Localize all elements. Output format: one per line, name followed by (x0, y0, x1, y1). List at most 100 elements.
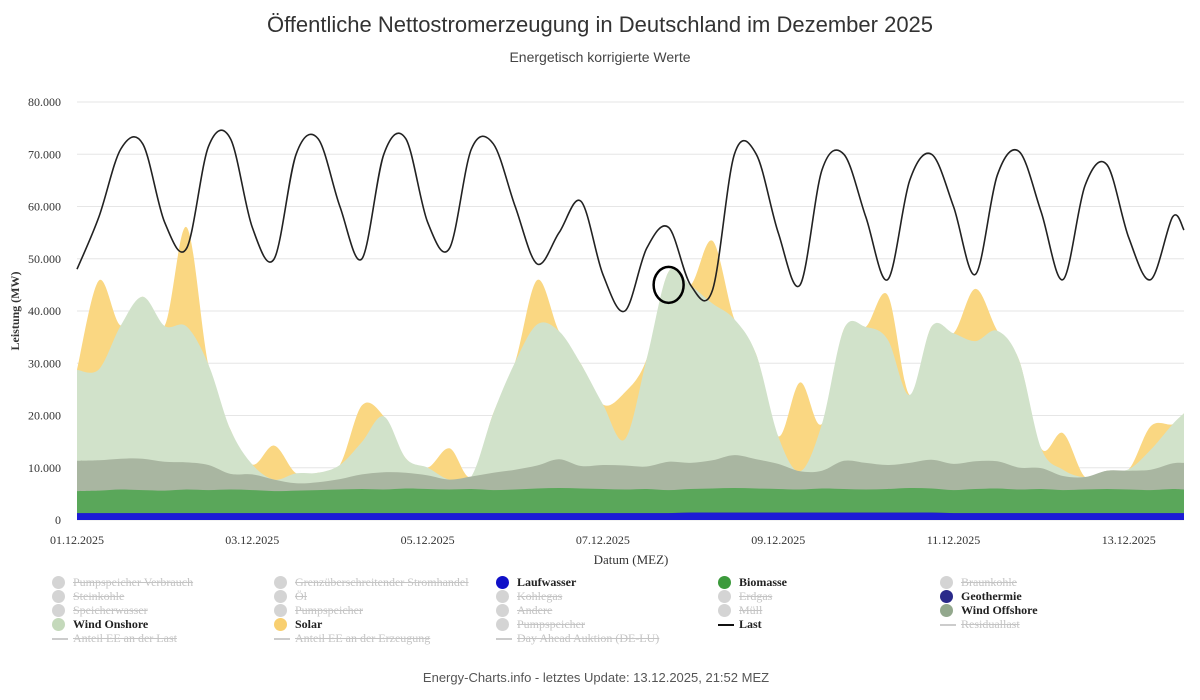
legend-item[interactable]: Grenzüberschreitender Stromhandel (274, 575, 469, 589)
legend-label: Laufwasser (517, 574, 577, 589)
legend-dot-icon (52, 589, 65, 603)
y-tick-label: 80.000 (28, 95, 61, 109)
legend-label: Wind Onshore (73, 617, 149, 632)
legend-label: Pumpspeicher Verbrauch (73, 574, 194, 589)
legend-item[interactable]: Erdgas (718, 589, 772, 603)
legend-dot-icon (274, 575, 287, 589)
legend-item[interactable]: Anteil EE an der Erzeugung (274, 631, 431, 646)
highlight-circle (652, 265, 685, 305)
x-tick-label: 03.12.2025 (225, 533, 279, 547)
stacked-areas (77, 226, 1184, 520)
footer-update-text: Energy-Charts.info - letztes Update: 13.… (422, 670, 770, 685)
legend-label: Wind Offshore (961, 602, 1038, 617)
legend-dot-icon (718, 589, 731, 603)
y-tick-label: 50.000 (28, 252, 61, 266)
legend-dot-icon (274, 603, 287, 617)
legend-label: Anteil EE an der Last (73, 631, 177, 646)
legend-item[interactable]: Day Ahead Auktion (DE-LU) (496, 631, 660, 646)
legend-label: Andere (517, 602, 553, 617)
legend-line-icon (496, 637, 512, 640)
y-tick-label: 40.000 (28, 304, 61, 318)
legend-item[interactable]: Steinkohle (52, 589, 124, 603)
area-biomasse[interactable] (77, 487, 1184, 520)
area-laufwasser[interactable] (77, 512, 1184, 520)
highlight-marks (652, 265, 685, 305)
legend-line-icon (274, 637, 290, 640)
y-tick-label: 20.000 (28, 409, 61, 423)
legend-dot-icon (274, 618, 287, 632)
legend-item[interactable]: Pumpspeicher (274, 603, 363, 617)
y-tick-label: 60.000 (28, 200, 61, 214)
legend-label: Steinkohle (73, 588, 125, 603)
y-tick-label: 10.000 (28, 461, 61, 475)
legend-label: Last (739, 617, 762, 632)
load-line (76, 129, 1185, 313)
legend-label: Braunkohle (961, 574, 1017, 589)
legend-item[interactable]: Müll (718, 603, 762, 617)
legend-line-icon (52, 637, 68, 640)
x-tick-label: 11.12.2025 (927, 533, 981, 547)
legend-label: Erdgas (739, 588, 773, 603)
legend-label: Pumpspeicher (517, 617, 585, 632)
legend-dot-icon (52, 575, 65, 589)
legend-dot-icon (718, 575, 731, 589)
legend-item[interactable]: Kohlegas (496, 589, 562, 603)
legend-label: Geothermie (961, 588, 1022, 603)
legend-line-icon (940, 623, 956, 626)
legend-dot-icon (718, 603, 731, 617)
legend-dot-icon (496, 603, 509, 617)
legend-label: Kohlegas (517, 588, 563, 603)
legend-line-icon (718, 623, 734, 626)
legend-item[interactable]: Solar (274, 617, 323, 632)
legend-dot-icon (940, 575, 953, 589)
y-tick-label: 30.000 (28, 356, 61, 370)
y-tick-label: 0 (55, 513, 61, 527)
x-tick-label: 05.12.2025 (401, 533, 455, 547)
legend-label: Biomasse (739, 574, 787, 589)
legend-label: Öl (295, 588, 307, 603)
legend-dot-icon (496, 618, 509, 632)
legend-label: Müll (739, 602, 763, 617)
legend-item[interactable]: Last (718, 617, 762, 632)
legend-dot-icon (52, 618, 65, 632)
legend-item[interactable]: Wind Offshore (940, 603, 1038, 617)
legend-item[interactable]: Anteil EE an der Last (52, 631, 177, 646)
legend-dot-icon (52, 603, 65, 617)
legend-label: Anteil EE an der Erzeugung (295, 631, 431, 646)
x-tick-label: 09.12.2025 (751, 533, 805, 547)
legend-item[interactable]: Speicherwasser (52, 603, 148, 617)
legend-dot-icon (496, 575, 509, 589)
x-axis-title: Datum (MEZ) (594, 552, 669, 567)
legend-item[interactable]: Laufwasser (496, 575, 576, 589)
line-last[interactable] (76, 129, 1185, 313)
chart-plot: 0 10.000 20.000 30.000 40.000 50.000 60.000 70.… (8, 95, 1185, 567)
y-axis: 0 10.000 20.000 30.000 40.000 50.000 60.000 70.… (28, 95, 61, 527)
x-tick-label: 01.12.2025 (50, 533, 104, 547)
legend-dot-icon (496, 589, 509, 603)
legend-item[interactable]: Residuallast (940, 617, 1020, 632)
area-wind-onshore[interactable] (77, 267, 1184, 520)
legend-item[interactable]: Öl (274, 589, 307, 603)
legend-item[interactable]: Pumpspeicher Verbrauch (52, 575, 193, 589)
chart-subtitle: Energetisch korrigierte Werte (509, 49, 691, 65)
x-axis: 01.12.2025 03.12.2025 05.12.2025 07.12.2025… (50, 533, 1156, 547)
legend-item[interactable]: Wind Onshore (52, 617, 149, 632)
x-tick-label: 13.12.2025 (1102, 533, 1156, 547)
legend-label: Pumpspeicher (295, 602, 363, 617)
legend-dot-icon (940, 603, 953, 617)
legend-label: Grenzüberschreitender Stromhandel (295, 574, 469, 589)
legend-label: Residuallast (961, 617, 1020, 632)
legend-dot-icon (274, 589, 287, 603)
y-axis-title: Leistung (MW) (8, 272, 22, 351)
x-tick-label: 07.12.2025 (576, 533, 630, 547)
y-tick-label: 70.000 (28, 147, 61, 161)
legend-label: Speicherwasser (73, 602, 148, 617)
legend-item[interactable]: Andere (496, 603, 552, 617)
legend-item[interactable]: Biomasse (718, 575, 787, 589)
legend-label: Day Ahead Auktion (DE-LU) (517, 631, 660, 646)
legend-label: Solar (295, 617, 323, 632)
legend-item[interactable]: Pumpspeicher (496, 617, 585, 632)
chart-title: Öffentliche Nettostromerzeugung in Deuts… (266, 12, 934, 37)
legend-item[interactable]: Braunkohle (940, 575, 1017, 589)
legend-item[interactable]: Geothermie (940, 589, 1022, 603)
